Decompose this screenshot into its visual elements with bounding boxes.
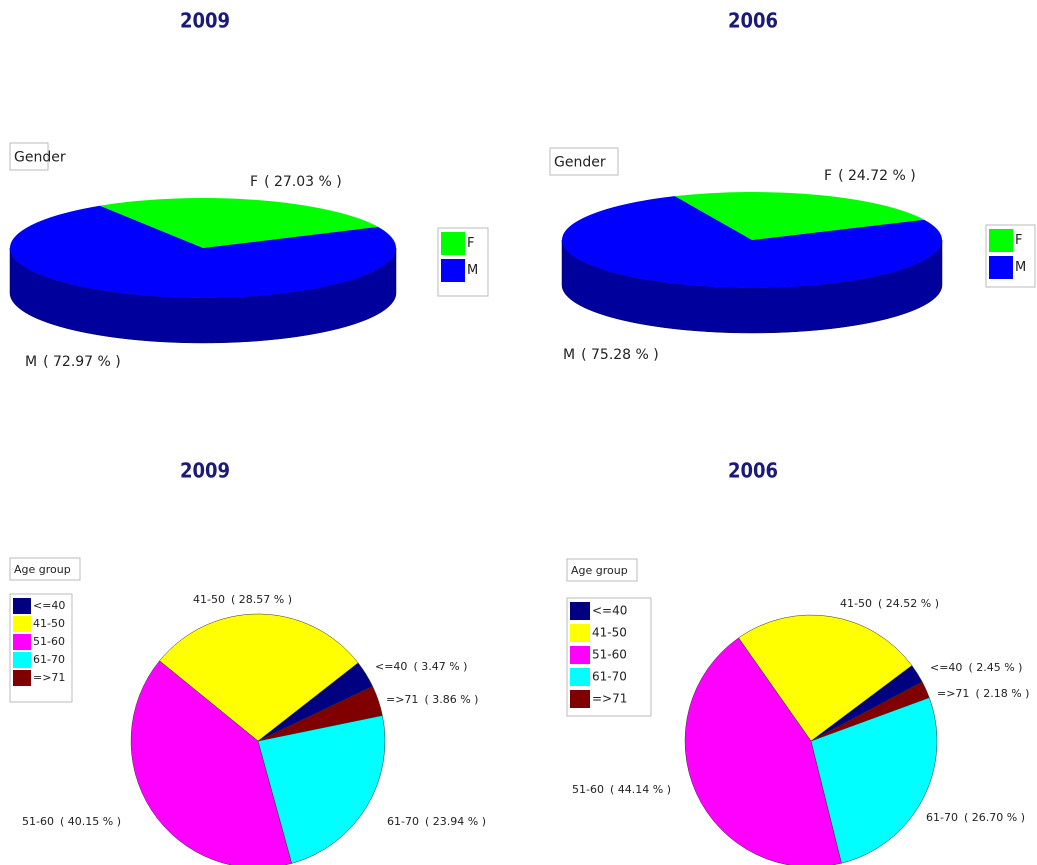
data-label: =>71 ( 2.18 % ) bbox=[937, 687, 1029, 700]
data-label-value: ( 23.94 % ) bbox=[425, 815, 486, 828]
data-label-value: ( 75.28 % ) bbox=[581, 347, 659, 363]
data-label: =>71 ( 3.86 % ) bbox=[386, 693, 478, 706]
legend-swatch bbox=[441, 232, 465, 255]
data-label-value: ( 27.03 % ) bbox=[264, 174, 342, 190]
pie-slice bbox=[738, 614, 913, 742]
data-label-value: ( 26.70 % ) bbox=[964, 811, 1025, 824]
pie-slice bbox=[810, 697, 938, 864]
legend-label: =>71 bbox=[592, 692, 627, 706]
data-label: 51-60 ( 44.14 % ) bbox=[572, 783, 671, 796]
data-label-category: =>71 bbox=[937, 687, 969, 700]
legend-label: <=40 bbox=[33, 599, 65, 612]
pie-slice bbox=[684, 637, 842, 865]
legend-swatch bbox=[989, 256, 1013, 279]
legend-label: 61-70 bbox=[33, 653, 65, 666]
data-label-category: M bbox=[563, 347, 575, 363]
pie-slice bbox=[130, 660, 293, 865]
data-label: <=40 ( 3.47 % ) bbox=[375, 660, 467, 673]
data-label-value: ( 44.14 % ) bbox=[610, 783, 671, 796]
data-label-value: ( 24.52 % ) bbox=[878, 597, 939, 610]
legend-swatch bbox=[570, 690, 590, 708]
legend-swatch bbox=[13, 634, 31, 650]
legend-title-box bbox=[549, 147, 619, 176]
legend-label: 41-50 bbox=[33, 617, 65, 630]
data-label-value: ( 3.86 % ) bbox=[424, 693, 478, 706]
data-label-value: ( 28.57 % ) bbox=[231, 593, 292, 606]
pie-slice bbox=[159, 613, 359, 742]
legend-label: M bbox=[467, 263, 478, 278]
legend-title: Age group bbox=[14, 563, 71, 576]
legend-swatch bbox=[13, 616, 31, 632]
legend-label: F bbox=[467, 236, 474, 251]
data-label-category: F bbox=[250, 174, 258, 190]
chart: 2006 Age group <=40 ( 2.45 % ) 41-50 ( 24.52 … bbox=[566, 459, 1029, 865]
chart-title: 2006 bbox=[728, 9, 778, 33]
data-label-category: 51-60 bbox=[572, 783, 604, 796]
legend-swatch bbox=[570, 646, 590, 664]
pie-slice bbox=[810, 681, 930, 742]
data-label-value: ( 2.18 % ) bbox=[975, 687, 1029, 700]
pie-slice bbox=[9, 205, 397, 299]
data-label-category: 61-70 bbox=[387, 815, 419, 828]
legend-swatch bbox=[570, 624, 590, 642]
data-label: <=40 ( 2.45 % ) bbox=[930, 661, 1022, 674]
legend-label: <=40 bbox=[592, 604, 627, 618]
legend-label: 51-60 bbox=[33, 635, 65, 648]
data-label: 41-50 ( 24.52 % ) bbox=[840, 597, 939, 610]
data-label-category: F bbox=[824, 168, 832, 184]
legend-label: 51-60 bbox=[592, 648, 627, 662]
data-label-category: =>71 bbox=[386, 693, 418, 706]
data-label-category: 41-50 bbox=[193, 593, 225, 606]
data-label-category: <=40 bbox=[930, 661, 962, 674]
data-label-category: 41-50 bbox=[840, 597, 872, 610]
legend-title: Gender bbox=[554, 155, 606, 171]
data-label: 61-70 ( 26.70 % ) bbox=[926, 811, 1025, 824]
data-label: 41-50 ( 28.57 % ) bbox=[193, 593, 292, 606]
data-label-category: 51-60 bbox=[22, 815, 54, 828]
legend-label: =>71 bbox=[33, 671, 65, 684]
pie-slice bbox=[562, 196, 943, 288]
chart-title: 2006 bbox=[728, 459, 778, 483]
legend-label: F bbox=[1015, 233, 1022, 248]
chart: 2009 Age group <=40 ( 3.47 % ) 41-50 ( 28.57 … bbox=[9, 459, 486, 865]
legend-label: 41-50 bbox=[592, 626, 627, 640]
data-label: F ( 24.72 % ) bbox=[824, 168, 916, 184]
data-label: M ( 72.97 % ) bbox=[25, 354, 121, 370]
data-label-value: ( 3.47 % ) bbox=[413, 660, 467, 673]
data-label-value: ( 40.15 % ) bbox=[60, 815, 121, 828]
pie-slice bbox=[674, 192, 925, 240]
data-label-value: ( 24.72 % ) bbox=[838, 168, 916, 184]
data-label: M ( 75.28 % ) bbox=[563, 347, 659, 363]
legend-title: Gender bbox=[14, 150, 66, 166]
legend-swatch bbox=[13, 670, 31, 686]
legend-label: 61-70 bbox=[592, 670, 627, 684]
legend-title: Age group bbox=[571, 564, 628, 577]
pie-slice bbox=[99, 198, 378, 248]
legend-title-box bbox=[566, 558, 638, 582]
data-label: F ( 27.03 % ) bbox=[250, 174, 342, 190]
legend-label: M bbox=[1015, 260, 1026, 275]
data-label: 51-60 ( 40.15 % ) bbox=[22, 815, 121, 828]
legend-swatch bbox=[441, 259, 465, 282]
data-label: 61-70 ( 23.94 % ) bbox=[387, 815, 486, 828]
legend-swatch bbox=[13, 652, 31, 668]
legend-swatch bbox=[570, 602, 590, 620]
data-label-category: M bbox=[25, 354, 37, 370]
chart-title: 2009 bbox=[180, 459, 230, 483]
data-label-category: 61-70 bbox=[926, 811, 958, 824]
pie-slice bbox=[257, 715, 386, 864]
legend-swatch bbox=[989, 229, 1013, 252]
data-label-value: ( 72.97 % ) bbox=[43, 354, 121, 370]
legend-title-box bbox=[9, 142, 49, 171]
data-label-value: ( 2.45 % ) bbox=[968, 661, 1022, 674]
pie-slice bbox=[257, 685, 383, 742]
data-label-category: <=40 bbox=[375, 660, 407, 673]
legend-swatch bbox=[13, 598, 31, 614]
chart-title: 2009 bbox=[180, 9, 230, 33]
legend-swatch bbox=[570, 668, 590, 686]
legend-title-box bbox=[9, 557, 81, 581]
